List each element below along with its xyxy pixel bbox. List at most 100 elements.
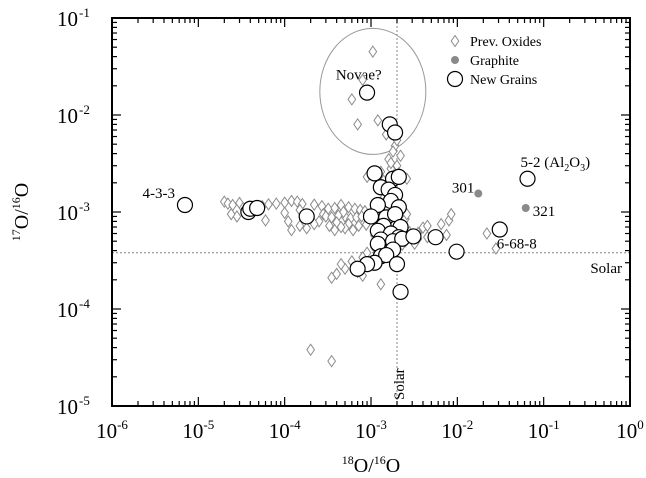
new-grain-point bbox=[176, 196, 194, 214]
graphite-point bbox=[521, 203, 530, 212]
y-tick-exponent: -5 bbox=[79, 393, 90, 408]
y-tick-label: 10 bbox=[57, 7, 78, 31]
prev-oxide-point bbox=[226, 207, 236, 221]
new-grain-point bbox=[362, 208, 380, 225]
prev-oxide-point bbox=[336, 257, 346, 271]
new-grain-point bbox=[366, 165, 383, 182]
prev-oxide-point bbox=[327, 354, 337, 368]
prev-oxide-point bbox=[376, 277, 386, 291]
x-tick-label: 10-2 bbox=[441, 417, 473, 443]
new-grain-point bbox=[388, 256, 406, 273]
new-grain-point bbox=[378, 246, 395, 264]
new-grain-point bbox=[405, 228, 422, 245]
new-grain-point bbox=[448, 243, 465, 260]
prev-oxide-point bbox=[482, 227, 492, 240]
y-tick-base: 10 bbox=[57, 201, 78, 225]
x-tick-label: 10-6 bbox=[96, 417, 128, 443]
label-5-2-part: 5-2 (Al bbox=[521, 155, 565, 171]
x-tick-exponent: -1 bbox=[549, 417, 560, 432]
x-tick-base: 10 bbox=[441, 419, 462, 443]
prev-oxide-point bbox=[446, 207, 456, 221]
label-301: 301 bbox=[452, 181, 475, 197]
novae-region: Novae? bbox=[319, 27, 427, 155]
new-grain-point bbox=[386, 124, 404, 141]
x-tick-label: 10-3 bbox=[355, 417, 387, 443]
prev-oxide-point bbox=[396, 149, 405, 163]
y-tick-base: 10 bbox=[57, 104, 78, 128]
label-4-3-3: 4-3-3 bbox=[142, 186, 175, 202]
prev-oxide-point bbox=[373, 114, 383, 127]
x-tick-base: 10 bbox=[355, 419, 376, 443]
label-6-68-8: 6-68-8 bbox=[497, 237, 537, 253]
new-grain-point bbox=[298, 208, 315, 225]
y-axis-title: 17O/16O bbox=[9, 183, 33, 241]
x-tick-base: 10 bbox=[269, 419, 290, 443]
prev-oxide-point bbox=[347, 92, 357, 106]
prev-oxide-point bbox=[321, 210, 331, 223]
prev-oxide-point bbox=[354, 219, 364, 233]
x-tick-base: 10 bbox=[96, 419, 117, 443]
y-title-sup2: 16 bbox=[9, 197, 23, 209]
prev-oxide-point bbox=[264, 197, 273, 211]
x-tick-base: 10 bbox=[616, 419, 637, 443]
x-tick-label: 10-4 bbox=[269, 417, 301, 443]
legend-label: New Grains bbox=[470, 73, 537, 88]
novae-label: Novae? bbox=[336, 67, 382, 83]
prev-oxide-point bbox=[436, 217, 446, 231]
y-tick-base: 10 bbox=[57, 395, 78, 419]
prev-oxide-point bbox=[491, 242, 501, 255]
prev-oxide-point bbox=[280, 206, 290, 220]
x-tick-base: 10 bbox=[528, 419, 549, 443]
x-axis-title: 18O/16O bbox=[342, 453, 400, 477]
new-grain-point bbox=[519, 170, 536, 187]
y-tick-label: 10 bbox=[57, 201, 78, 225]
prev-oxide-point bbox=[223, 197, 233, 211]
solar-horizontal-label: Solar bbox=[590, 261, 622, 277]
graphite-point bbox=[474, 189, 483, 198]
label-5-2-sub1: 2 bbox=[564, 163, 569, 174]
prev-oxide-point bbox=[325, 219, 334, 233]
prev-oxide-point bbox=[386, 156, 396, 170]
prev-oxide-point bbox=[330, 201, 340, 215]
new-grain-point bbox=[358, 84, 376, 101]
legend-circle-marker bbox=[446, 70, 464, 88]
data-points bbox=[176, 45, 536, 368]
prev-oxide-point bbox=[287, 223, 296, 237]
x-tick-base: 10 bbox=[182, 419, 203, 443]
new-grain-point bbox=[491, 221, 508, 238]
y-title-end: O bbox=[11, 183, 33, 197]
prev-oxide-point bbox=[283, 215, 293, 228]
x-tick-exponent: -2 bbox=[462, 417, 473, 432]
x-tick-label: 10-5 bbox=[182, 417, 214, 443]
prev-oxide-point bbox=[280, 196, 290, 209]
new-grain-point bbox=[427, 229, 444, 246]
prev-oxide-point bbox=[442, 228, 451, 242]
prev-oxide-point bbox=[330, 223, 340, 237]
prev-oxide-point bbox=[295, 219, 305, 233]
label-5-2-al2o3: 5-2 (Al2O3) bbox=[521, 155, 591, 174]
y-tick-label: 10 bbox=[57, 395, 78, 419]
prev-oxide-point bbox=[358, 73, 368, 87]
y-tick-base: 10 bbox=[57, 298, 78, 322]
new-grain-point bbox=[349, 260, 366, 277]
solar-vertical-label: Solar bbox=[392, 368, 408, 400]
legend-dot-marker bbox=[451, 56, 459, 64]
x-tick-exponent: -6 bbox=[117, 417, 128, 432]
x-tick-label: 100 bbox=[616, 417, 644, 443]
y-tick-base: 10 bbox=[57, 7, 78, 31]
x-title-sup2: 16 bbox=[374, 453, 386, 467]
y-tick-label: 10 bbox=[57, 298, 78, 322]
label-5-2-end: ) bbox=[585, 155, 590, 171]
prev-oxide-point bbox=[368, 45, 378, 59]
x-tick-exponent: 0 bbox=[637, 417, 644, 432]
y-title-sup1: 17 bbox=[9, 229, 23, 241]
label-5-2-sub2: 3 bbox=[580, 163, 585, 174]
prev-oxide-point bbox=[306, 343, 316, 357]
y-tick-exponent: -3 bbox=[79, 199, 90, 214]
label-5-2-mid: O bbox=[569, 155, 580, 171]
prev-oxide-point bbox=[302, 221, 312, 235]
prev-oxide-point bbox=[309, 198, 319, 212]
